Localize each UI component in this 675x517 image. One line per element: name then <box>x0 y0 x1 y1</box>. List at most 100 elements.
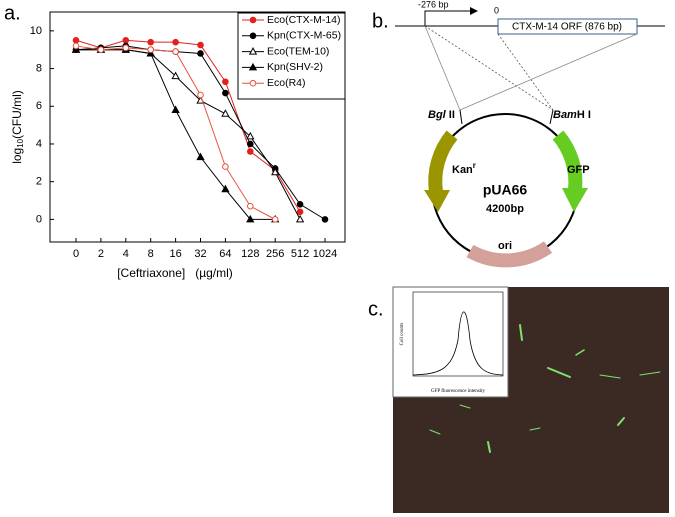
legend-marker <box>248 62 258 71</box>
legend-label: Kpn(SHV-2) <box>267 61 323 73</box>
x-tick-label: 0 <box>73 248 79 260</box>
x-tick-label: 32 <box>194 248 206 260</box>
site-right-label: BamH I <box>553 109 591 121</box>
tss-arrow <box>424 10 472 26</box>
marker <box>122 44 130 52</box>
legend-marker <box>249 16 257 24</box>
y-label-main: log <box>10 148 24 164</box>
marker <box>172 38 179 46</box>
plot-frame <box>49 11 346 243</box>
cells <box>429 324 661 453</box>
y-tick-label: 6 <box>36 100 42 112</box>
marker <box>172 48 179 55</box>
plasmid-size: 4200bp <box>486 203 524 215</box>
arrow-head <box>470 7 478 15</box>
kan-arrow-head <box>424 190 450 212</box>
x-tick-label: 64 <box>219 248 231 260</box>
y-label-sub: 10 <box>16 138 25 147</box>
gfp-arrow-head <box>562 188 588 212</box>
x-tick-label: 128 <box>241 248 259 260</box>
marker <box>271 216 279 223</box>
marker <box>321 216 329 223</box>
site-rest: H I <box>577 109 591 121</box>
marker <box>247 140 254 148</box>
kan-label: Kanr <box>452 161 476 176</box>
marker <box>147 38 154 46</box>
insert-line <box>424 25 554 111</box>
site-rest: II <box>446 109 455 121</box>
site-tick <box>549 109 554 125</box>
kan-gene <box>428 130 458 194</box>
insert-line <box>459 33 638 111</box>
marker <box>72 42 80 50</box>
inset <box>392 286 509 398</box>
marker <box>221 109 230 117</box>
site-italic: Bgl <box>428 109 447 121</box>
kan-main: Kan <box>452 164 473 176</box>
kan-sup: r <box>473 161 476 170</box>
plasmid-name: pUA66 <box>483 182 528 198</box>
origin-label: 0 <box>494 5 499 15</box>
gfp-gene <box>552 130 583 191</box>
inset-x-label: GFP fluorescence intensity <box>431 389 485 394</box>
marker <box>97 46 105 54</box>
inset-y-label: Cell counts <box>400 323 405 346</box>
x-tick-label: 512 <box>291 248 309 260</box>
marker <box>247 148 254 155</box>
x-tick-label: 4 <box>123 248 129 260</box>
marker <box>247 202 254 210</box>
site-tick <box>459 109 463 125</box>
inset-histogram <box>412 311 504 376</box>
legend-marker <box>249 32 257 40</box>
panel-label: c. <box>368 298 384 320</box>
upstream-label: -276 bp <box>418 0 449 9</box>
marker <box>295 214 305 223</box>
marker <box>246 214 255 223</box>
insert-line <box>424 25 461 111</box>
insert-line <box>497 33 554 111</box>
panel-label: b. <box>372 10 389 32</box>
marker <box>222 89 229 97</box>
legend-marker <box>249 79 257 87</box>
y-tick-label: 4 <box>36 138 42 150</box>
inset-frame <box>412 291 504 377</box>
y-label-rest: (CFU/ml) <box>10 90 24 139</box>
y-axis-label: log10(CFU/ml) <box>10 90 25 164</box>
x-tick-label: 1024 <box>313 248 337 260</box>
legend-label: Kpn(CTX-M-65) <box>267 30 341 42</box>
x-tick-label: 256 <box>266 248 284 260</box>
y-tick-label: 2 <box>36 176 42 188</box>
marker <box>196 152 205 161</box>
marker <box>197 41 204 49</box>
panel-label: a. <box>4 2 21 24</box>
x-tick-label: 2 <box>98 248 104 260</box>
legend-marker <box>248 47 258 55</box>
marker <box>197 91 204 99</box>
series-line <box>75 39 301 213</box>
legend-label: Eco(R4) <box>267 77 306 89</box>
marker <box>171 71 180 80</box>
site-left-label: Bgl II <box>428 109 455 121</box>
x-axis-label: [Ceftriaxone] (µg/ml) <box>117 266 233 280</box>
marker <box>221 184 230 193</box>
x-tick-label: 8 <box>148 248 154 260</box>
legend-label: Eco(CTX-M-14) <box>267 14 341 26</box>
orf-box <box>497 18 638 35</box>
marker <box>296 200 304 208</box>
y-tick-label: 8 <box>36 62 42 74</box>
marker <box>171 105 180 114</box>
y-tick-label: 0 <box>36 213 42 225</box>
gfp-label: GFP <box>567 164 590 176</box>
site-italic: Bam <box>553 109 577 121</box>
y-tick-label: 10 <box>30 25 42 37</box>
marker <box>147 46 154 54</box>
ori-label: ori <box>498 240 512 252</box>
x-tick-label: 16 <box>169 248 181 260</box>
legend-label: Eco(TEM-10) <box>267 45 329 57</box>
marker <box>197 50 204 57</box>
marker <box>246 131 255 140</box>
orf-label: CTX-M-14 ORF (876 bp) <box>512 22 622 33</box>
marker <box>72 36 80 44</box>
